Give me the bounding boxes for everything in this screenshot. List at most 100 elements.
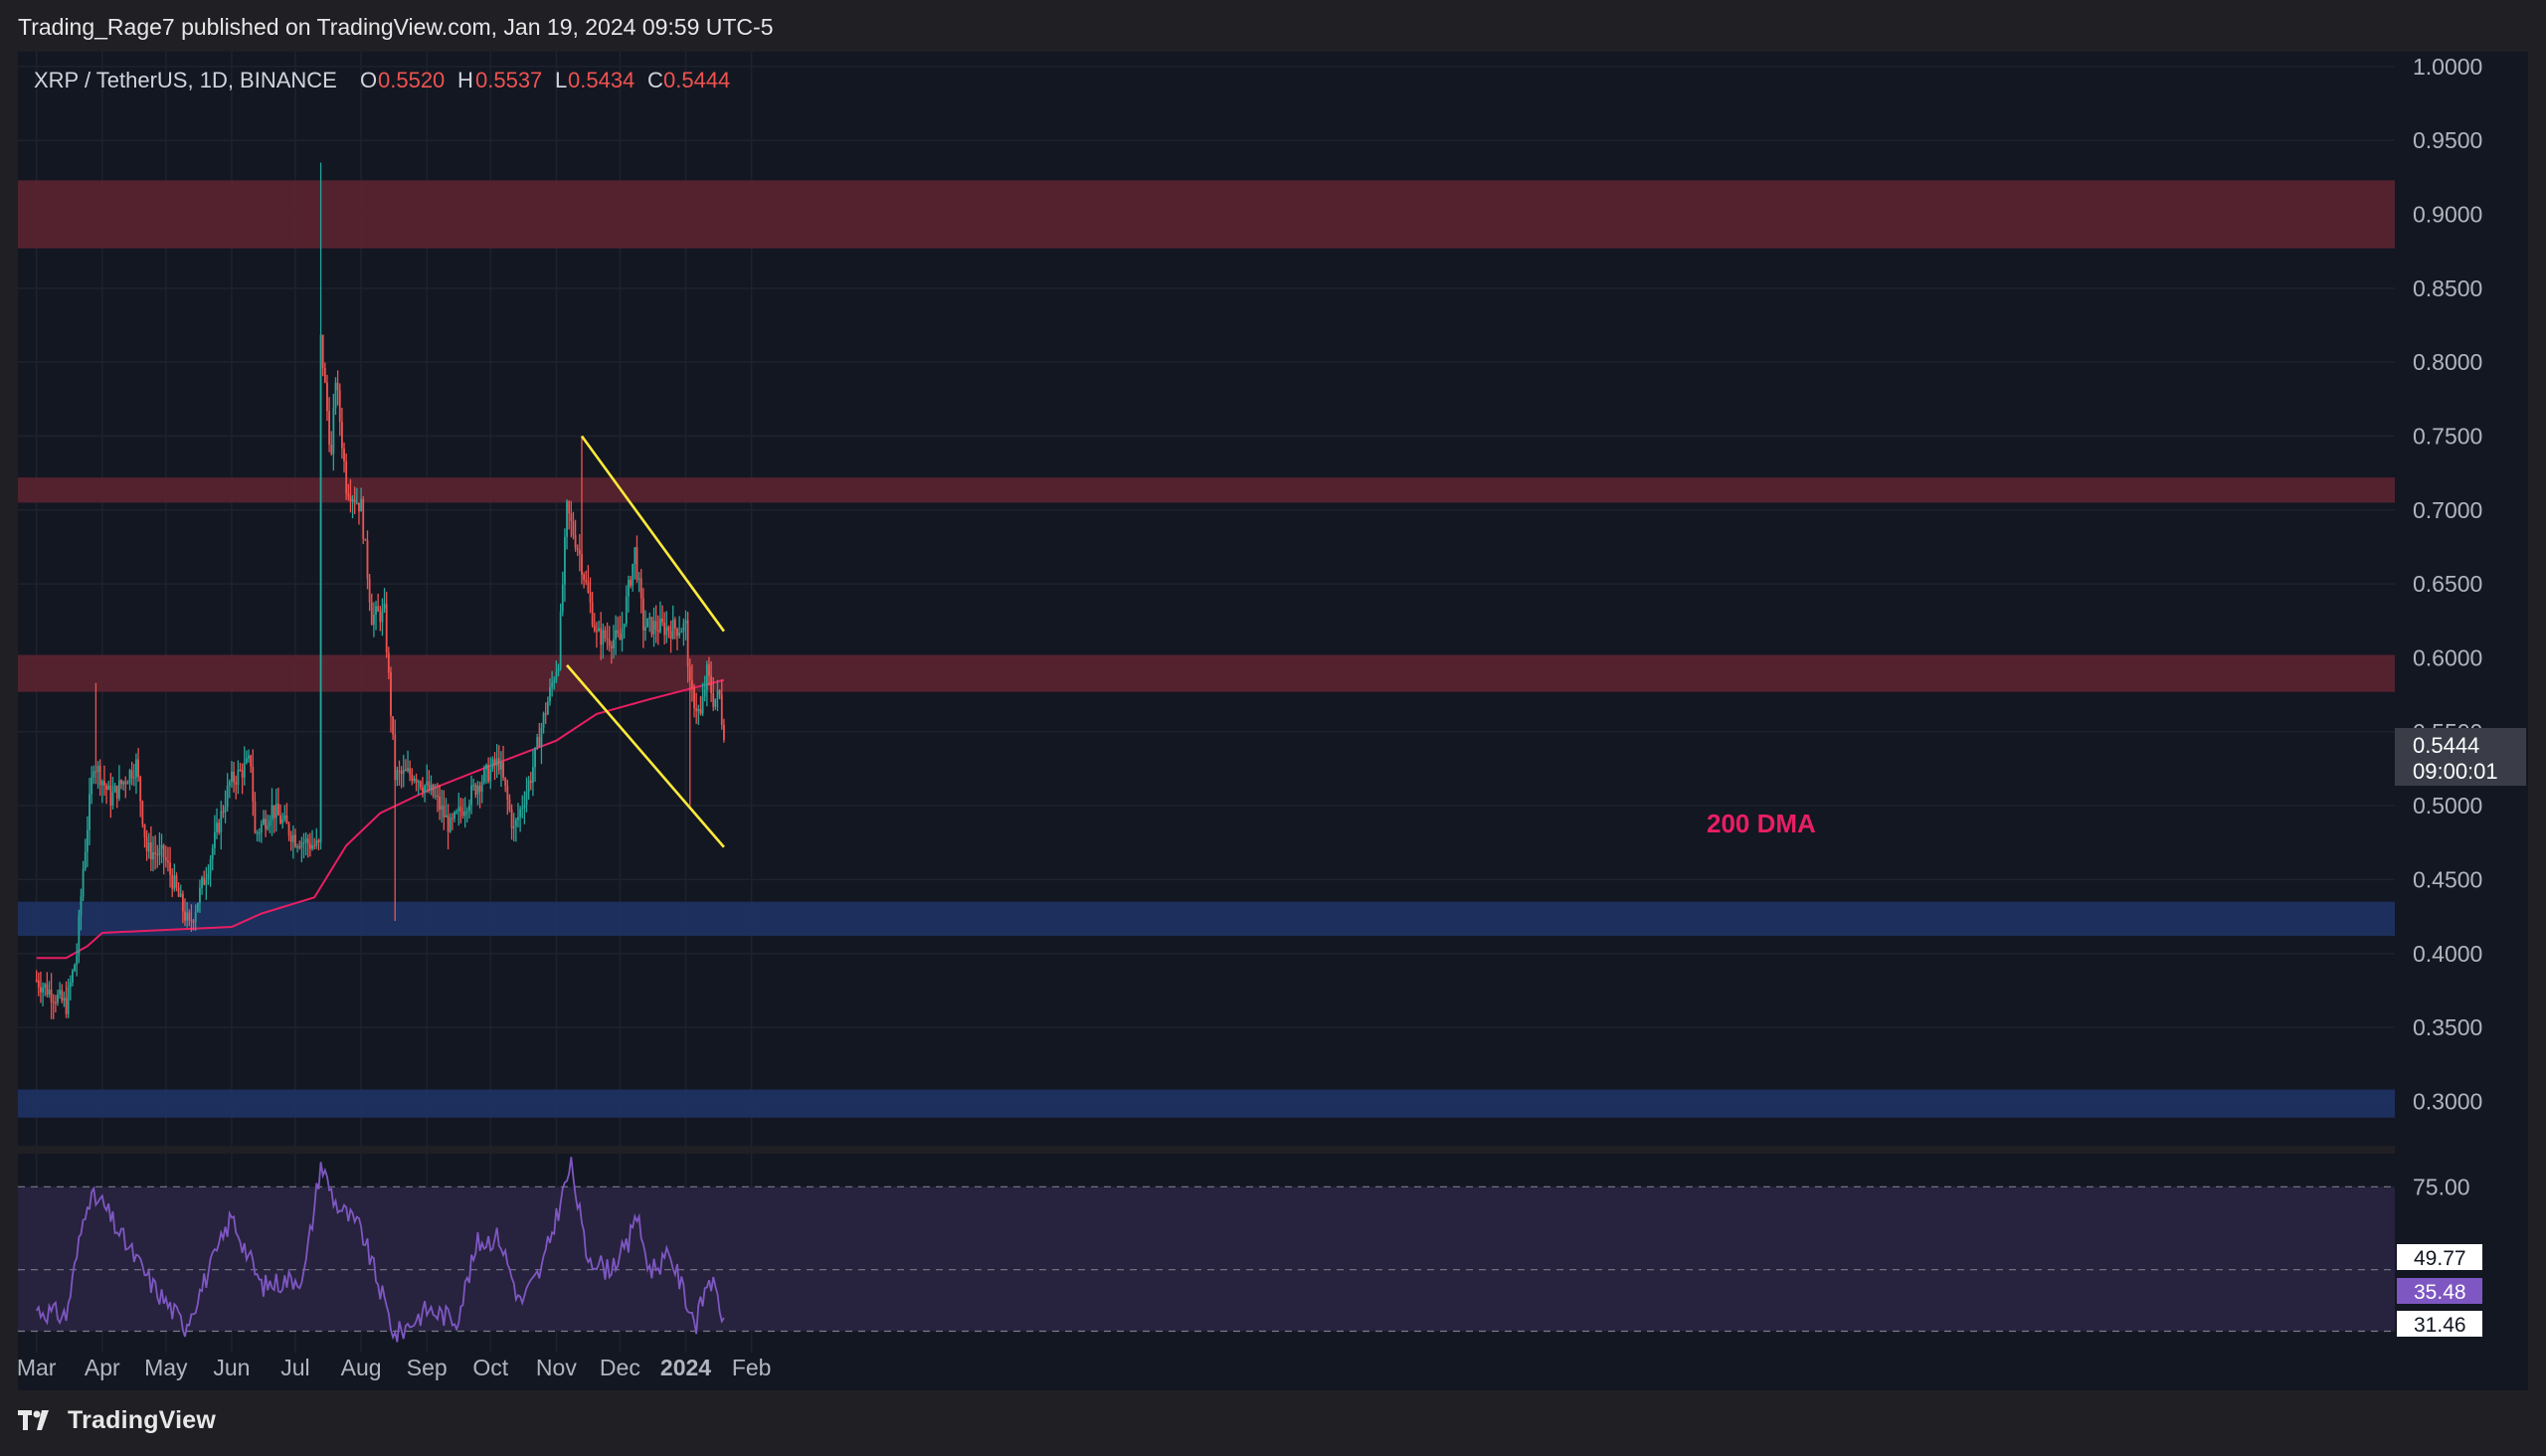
candle bbox=[451, 813, 454, 830]
candle-body bbox=[128, 770, 131, 784]
candle-body bbox=[621, 628, 624, 640]
candle-body bbox=[86, 829, 89, 852]
candle-body bbox=[115, 786, 118, 799]
candle-body bbox=[311, 845, 313, 849]
candle-body bbox=[716, 690, 719, 699]
candle-body bbox=[404, 769, 407, 772]
candle bbox=[508, 794, 511, 813]
candle bbox=[600, 612, 603, 660]
candle-body bbox=[608, 638, 611, 646]
candle bbox=[351, 495, 354, 519]
candle-body bbox=[300, 842, 303, 848]
candle bbox=[80, 888, 83, 931]
candle bbox=[372, 602, 375, 637]
candle bbox=[415, 773, 418, 792]
candle-body bbox=[190, 920, 193, 922]
candle bbox=[199, 879, 201, 913]
candle-body bbox=[381, 608, 384, 623]
candle-body bbox=[536, 737, 539, 748]
candle bbox=[287, 821, 290, 841]
candle bbox=[449, 813, 452, 833]
candle-body bbox=[449, 818, 452, 832]
candle bbox=[650, 617, 653, 637]
y-tick-label: 0.9500 bbox=[2413, 127, 2482, 153]
rsi-badge-0: 49.77 bbox=[2414, 1247, 2466, 1270]
candle-body bbox=[465, 811, 468, 813]
candle-body bbox=[203, 877, 206, 885]
candle bbox=[566, 499, 568, 550]
candle bbox=[411, 768, 414, 786]
candle-body bbox=[362, 499, 365, 539]
candle bbox=[265, 810, 267, 837]
candle bbox=[581, 436, 583, 585]
candle-body bbox=[623, 623, 626, 629]
candle bbox=[500, 751, 502, 788]
candle-body bbox=[173, 875, 176, 889]
candle bbox=[92, 765, 95, 785]
candle bbox=[532, 750, 534, 797]
tradingview-logo[interactable]: TradingView bbox=[18, 1406, 216, 1435]
candle bbox=[669, 620, 672, 653]
candle-body bbox=[186, 912, 189, 921]
x-tick-label: Jun bbox=[213, 1355, 250, 1380]
candle bbox=[428, 770, 431, 794]
candle-body bbox=[432, 785, 435, 797]
candle bbox=[439, 785, 441, 820]
price-axis[interactable] bbox=[2395, 52, 2528, 1390]
candle bbox=[474, 783, 477, 799]
candle bbox=[194, 904, 197, 931]
candle bbox=[370, 593, 373, 626]
candle-body bbox=[328, 411, 330, 446]
candle-body bbox=[207, 873, 210, 880]
candle-body bbox=[557, 667, 560, 672]
candle bbox=[132, 764, 135, 787]
candle-body bbox=[205, 879, 208, 885]
candle-body bbox=[103, 781, 105, 786]
candle bbox=[544, 702, 547, 724]
candle bbox=[546, 696, 549, 716]
y-tick-label: 0.6000 bbox=[2413, 644, 2482, 670]
time-axis[interactable] bbox=[18, 1353, 2395, 1390]
x-tick-label: Feb bbox=[732, 1355, 772, 1380]
candle-body bbox=[147, 841, 150, 851]
candle bbox=[332, 393, 335, 471]
candle bbox=[156, 844, 159, 868]
candle-body bbox=[392, 716, 394, 735]
candle bbox=[441, 790, 444, 823]
candle-body bbox=[317, 840, 320, 842]
trendlines[interactable] bbox=[566, 435, 725, 848]
candle bbox=[504, 777, 507, 793]
candle-body bbox=[415, 778, 418, 783]
candle-body bbox=[606, 637, 609, 639]
candle-body bbox=[330, 445, 333, 455]
candle-body bbox=[89, 794, 91, 830]
candle-body bbox=[233, 771, 235, 783]
candle bbox=[302, 832, 305, 858]
candle-body bbox=[434, 795, 437, 798]
candle bbox=[617, 617, 620, 637]
candle-body bbox=[691, 680, 693, 689]
candle bbox=[218, 819, 221, 835]
candle bbox=[625, 585, 628, 628]
candle-body bbox=[656, 630, 659, 633]
candle-body bbox=[181, 893, 184, 912]
candle bbox=[349, 478, 352, 513]
candle bbox=[239, 762, 242, 772]
candle-body bbox=[463, 812, 466, 817]
candle bbox=[487, 757, 490, 784]
candle bbox=[402, 754, 405, 788]
candle bbox=[184, 898, 186, 927]
candle bbox=[551, 670, 554, 697]
candle bbox=[659, 601, 661, 634]
candle bbox=[122, 780, 125, 791]
candle-body bbox=[625, 596, 628, 624]
candle-body bbox=[570, 513, 573, 521]
candle-body bbox=[156, 853, 159, 856]
y-tick-label: 0.5000 bbox=[2413, 793, 2482, 819]
candle bbox=[35, 970, 38, 983]
candle bbox=[89, 778, 91, 845]
candle bbox=[485, 763, 487, 785]
candle bbox=[665, 611, 668, 643]
candle bbox=[59, 982, 62, 1000]
